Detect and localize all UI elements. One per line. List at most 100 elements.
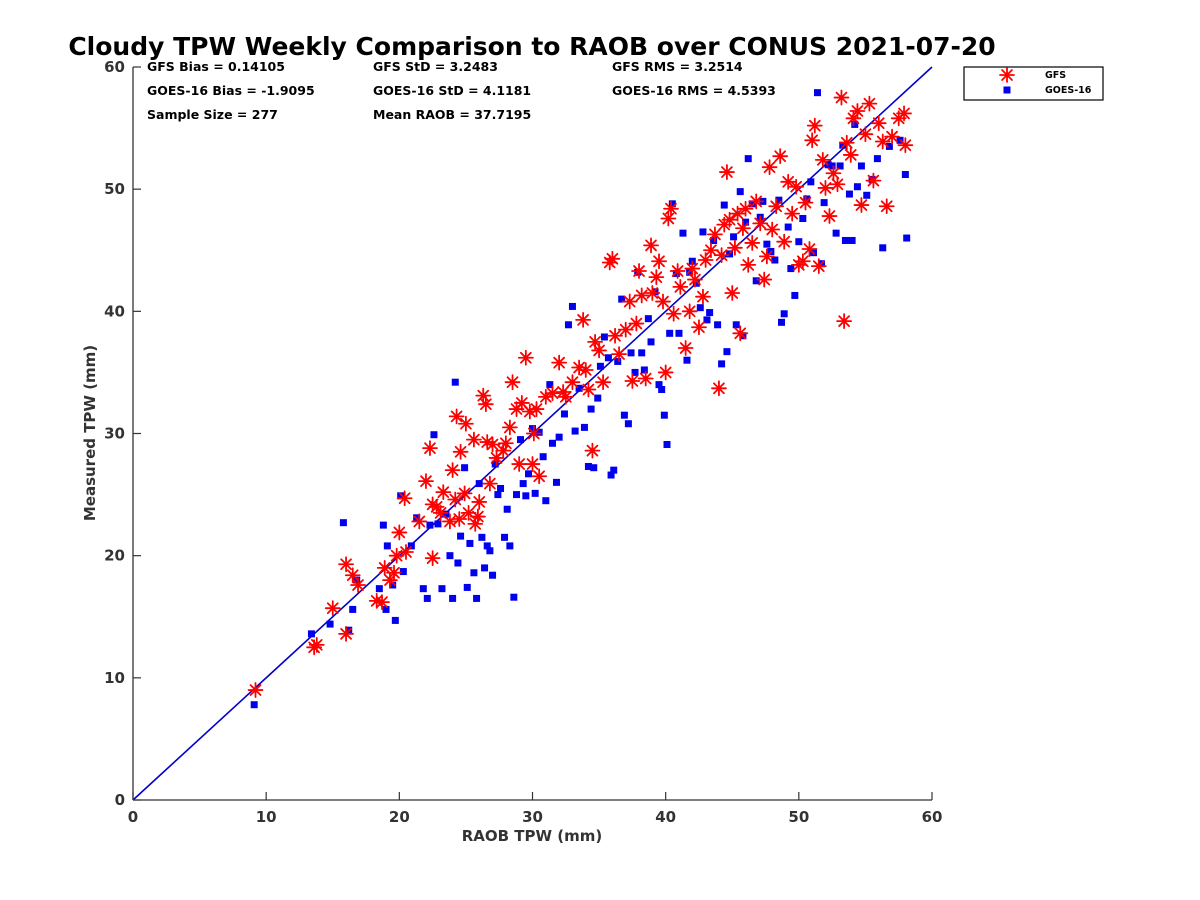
gfs-point [663,200,679,217]
goes16-point [584,462,592,470]
goes16-point [434,520,442,528]
gfs-point [756,271,773,288]
goes16-point [604,354,612,362]
gfs-point [456,485,473,502]
goes16-point [478,533,486,541]
goes16-point [497,484,505,492]
goes16-point [807,178,815,186]
gfs-point [687,271,703,288]
goes16-point [486,547,494,555]
gfs-point [531,468,548,485]
gfs-point [810,258,827,275]
chart-title: Cloudy TPW Weekly Comparison to RAOB ove… [68,32,995,61]
gfs-point [707,226,723,243]
goes16-point [903,234,911,242]
goes16-point [857,162,865,170]
gfs-point [524,456,541,472]
goes16-point [799,214,807,222]
goes16-point [631,368,639,376]
goes16-point [391,616,399,624]
goes16-point [778,318,786,326]
gfs-point [732,325,749,342]
goes16-point [744,155,752,163]
legend-goes-label: GOES-16 [1045,85,1092,96]
gfs-point [247,682,264,698]
gfs-point [740,257,757,273]
gfs-point [422,440,438,457]
stat-annotation: GOES-16 StD = 4.1181 [373,83,531,98]
gfs-point [684,260,701,277]
y-tick-label: 10 [104,669,125,687]
goes16-point [575,384,583,392]
goes16-point [706,309,714,317]
goes16-point [594,394,602,402]
goes16-point [828,162,836,170]
goes16-point [546,381,554,389]
goes16-point [535,428,543,436]
gfs-point [564,374,581,391]
gfs-point [324,600,341,617]
gfs-point [825,165,842,182]
stat-annotation: GFS RMS = 3.2514 [612,59,743,74]
legend-gfs-asterisk-marker [999,67,1015,83]
stat-annotation: Sample Size = 277 [147,107,278,122]
goes16-point [494,491,502,499]
goes16-point [503,505,511,513]
gfs-point [897,137,914,154]
gfs-point [784,205,801,222]
gfs-point [466,431,482,448]
goes16-point [696,304,704,312]
gfs-point [501,419,518,436]
goes16-point [873,155,881,163]
goes16-point [610,466,618,474]
gfs-point [424,550,441,567]
gfs-point [528,401,545,417]
goes16-point [489,571,497,579]
goes16-point [607,471,615,479]
goes16-point [832,229,840,237]
goes16-point [383,542,391,550]
gfs-point [817,180,834,196]
goes16-point [451,378,459,386]
legend: GFS GOES-16 [963,66,1104,101]
gfs-point [484,436,501,453]
gfs-point [607,327,623,344]
gfs-point [544,385,561,402]
gfs-point [665,305,682,322]
goes16-point [647,338,655,346]
gfs-point [435,484,452,501]
goes16-point [555,433,563,441]
goes16-point [580,423,588,431]
gfs-point [418,473,434,490]
gfs-point [537,388,554,405]
stat-annotation: GFS Bias = 0.14105 [147,59,285,74]
gfs-point [703,242,719,259]
axes-layer: 0 10 20 30 40 50 60 0 10 20 30 40 50 60 [104,58,942,826]
gfs-point [681,303,698,320]
goes16-point [407,542,415,550]
gfs-point [870,115,887,132]
goes16-point [525,470,533,478]
gfs-point [350,577,366,593]
gfs-point [691,319,707,336]
gfs-point [575,311,592,328]
gfs-point [475,387,492,404]
gfs-point [508,401,525,417]
goes16-point [853,183,861,191]
gfs-point [772,148,789,165]
goes16-point [419,585,427,593]
gfs-point [833,89,850,106]
goes16-point [663,440,671,448]
gfs-point [557,388,574,405]
goes16-point [771,256,779,264]
goes16-point [539,453,547,461]
goes16-point [784,223,792,231]
goes16-point [813,89,821,97]
goes16-point [775,196,783,204]
gfs-point [648,269,665,286]
goes16-point [560,410,568,418]
goes16-point [879,244,887,252]
gfs-point [617,321,634,338]
gfs-point [432,505,449,521]
